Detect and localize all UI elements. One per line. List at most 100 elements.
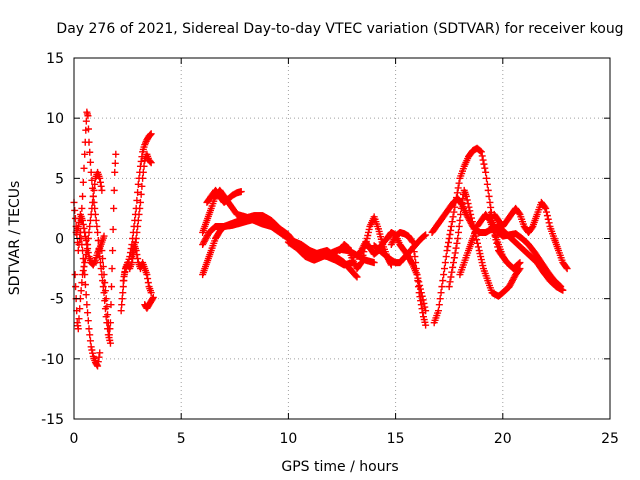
data-point — [543, 212, 551, 220]
data-point — [86, 331, 94, 339]
data-point — [514, 260, 522, 268]
data-point — [146, 158, 154, 166]
data-points — [70, 108, 571, 370]
series-b5 — [284, 238, 378, 267]
data-point — [462, 192, 470, 200]
data-point — [97, 182, 105, 190]
y-tick-label: -5 — [50, 292, 64, 308]
data-point — [421, 232, 429, 240]
data-point — [82, 291, 90, 299]
data-point — [109, 247, 117, 255]
y-tick-label: -15 — [41, 412, 64, 428]
data-point — [85, 325, 93, 333]
data-point — [71, 206, 79, 214]
data-point — [444, 239, 452, 247]
data-point — [562, 263, 570, 271]
data-point — [78, 279, 86, 287]
data-point — [74, 222, 82, 230]
data-point — [422, 321, 430, 329]
data-point — [87, 343, 95, 351]
data-point — [136, 204, 144, 212]
data-point — [447, 226, 455, 234]
data-point — [132, 235, 140, 242]
data-point — [98, 186, 106, 194]
data-point — [102, 295, 110, 303]
data-point — [352, 272, 360, 280]
data-point — [443, 247, 451, 255]
data-point — [87, 210, 95, 218]
data-point — [111, 168, 119, 176]
data-point — [409, 238, 417, 246]
data-point — [454, 235, 462, 242]
x-tick-label: 15 — [387, 431, 405, 447]
data-point — [84, 245, 92, 253]
data-point — [141, 139, 149, 147]
data-point — [106, 339, 114, 347]
data-point — [542, 204, 550, 212]
data-point — [84, 112, 92, 120]
data-point — [110, 186, 118, 194]
data-point — [128, 253, 136, 261]
data-point — [528, 224, 536, 232]
x-tick-label: 25 — [601, 431, 619, 447]
data-point — [136, 198, 144, 206]
data-point — [98, 247, 106, 255]
data-point — [483, 174, 491, 182]
data-point — [436, 295, 444, 303]
data-point — [353, 273, 361, 281]
data-point — [120, 273, 128, 281]
data-point — [118, 295, 126, 303]
data-point — [418, 305, 426, 313]
data-point — [435, 301, 443, 309]
data-point — [119, 277, 127, 285]
y-tick-label: 0 — [55, 232, 64, 248]
data-point — [90, 259, 98, 267]
data-point — [108, 265, 116, 273]
data-point — [453, 189, 461, 197]
data-point — [81, 232, 89, 240]
data-point — [515, 266, 523, 274]
data-point — [86, 337, 94, 345]
data-point — [146, 157, 154, 165]
series-a8 — [128, 241, 155, 297]
data-point — [117, 307, 125, 315]
data-point — [416, 281, 424, 289]
data-point — [454, 184, 462, 192]
data-point — [86, 222, 94, 230]
data-point — [440, 271, 448, 279]
data-point — [99, 283, 107, 291]
data-point — [94, 228, 102, 236]
data-point — [451, 249, 459, 257]
data-point — [515, 209, 523, 217]
data-point — [88, 176, 96, 184]
data-point — [146, 131, 154, 139]
data-point — [446, 230, 454, 238]
data-point — [417, 301, 425, 309]
x-tick-label: 5 — [177, 431, 186, 447]
data-point — [78, 204, 86, 212]
data-point — [370, 259, 378, 267]
data-point — [101, 287, 109, 295]
data-point — [88, 346, 96, 354]
data-point — [76, 305, 84, 313]
data-point — [474, 243, 482, 251]
data-point — [82, 237, 90, 245]
data-point — [79, 247, 87, 255]
data-point — [559, 286, 567, 294]
data-point — [89, 349, 97, 357]
data-point — [81, 281, 89, 289]
data-point — [448, 218, 456, 226]
data-point — [107, 301, 115, 309]
y-axis-label: SDTVAR / TECUs — [7, 181, 23, 296]
data-point — [422, 231, 430, 239]
data-point — [96, 259, 104, 267]
series-d2 — [445, 186, 524, 300]
data-point — [477, 147, 485, 155]
data-point — [85, 138, 93, 146]
data-point — [101, 279, 109, 287]
data-point — [110, 204, 118, 212]
data-point — [103, 303, 111, 311]
data-point — [81, 259, 89, 267]
data-point — [481, 164, 489, 172]
data-point — [479, 156, 487, 164]
